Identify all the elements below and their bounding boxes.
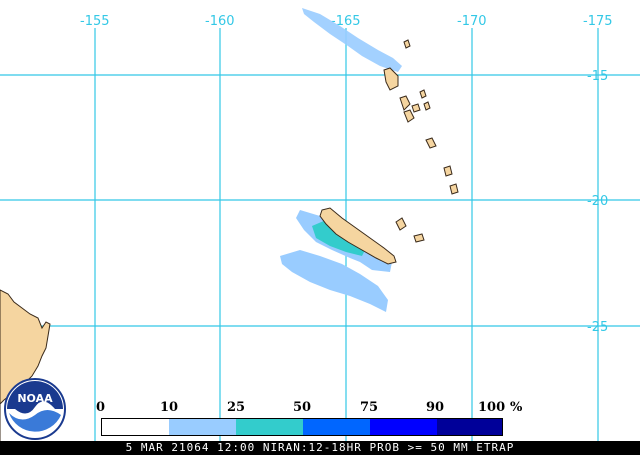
legend-unit: % [510,400,523,415]
lon-label-170: -170 [457,14,487,29]
banks-island [403,39,411,49]
noaa-logo: NOAA [4,378,66,440]
new-caledonia [319,207,397,265]
lat-label-20: -20 [587,194,608,209]
legend-tick-75: 75 [360,400,379,415]
vanuatu-island-e [423,101,431,111]
graticule [0,28,640,441]
vanuatu-espiritu-santo [383,67,399,91]
legend-tick-50: 50 [293,400,312,415]
lat-label-25: -25 [587,320,608,335]
legend-seg-0-10 [102,419,169,435]
lat-label-15: -15 [587,69,608,84]
swath-core [312,220,366,256]
vanuatu-island-g [443,165,453,177]
vanuatu-island-a [399,95,411,111]
australia-coast [0,289,51,441]
lon-label-155: -155 [80,14,110,29]
vanuatu-island-f [425,137,437,149]
vanuatu-island-b [411,103,421,113]
loyalty-island-2 [413,233,425,243]
legend-seg-50-75 [303,419,370,435]
legend-tick-100: 100 [478,400,506,415]
rain-probability-swaths [280,8,402,312]
legend-seg-75-90 [370,419,437,435]
legend-seg-90-100 [437,419,502,435]
legend-seg-25-50 [236,419,303,435]
lon-label-175: -175 [583,14,613,29]
vanuatu-island-c [403,109,415,123]
legend-tick-0: 0 [96,400,106,415]
swath-north [302,8,402,72]
product-footer: 5 MAR 21064 12:00 NIRAN:12-18HR PROB >= … [0,441,640,455]
noaa-logo-text: NOAA [17,392,53,405]
swath-south-lower [280,250,388,312]
lon-label-160: -160 [205,14,235,29]
vanuatu-island-d [419,89,427,99]
vanuatu-island-h [449,183,459,195]
legend-color-bar [101,418,503,436]
legend-tick-90: 90 [426,400,445,415]
legend-tick-10: 10 [160,400,179,415]
legend-tick-25: 25 [227,400,246,415]
land [0,39,459,441]
legend-seg-10-25 [169,419,236,435]
loyalty-island-1 [395,217,407,231]
